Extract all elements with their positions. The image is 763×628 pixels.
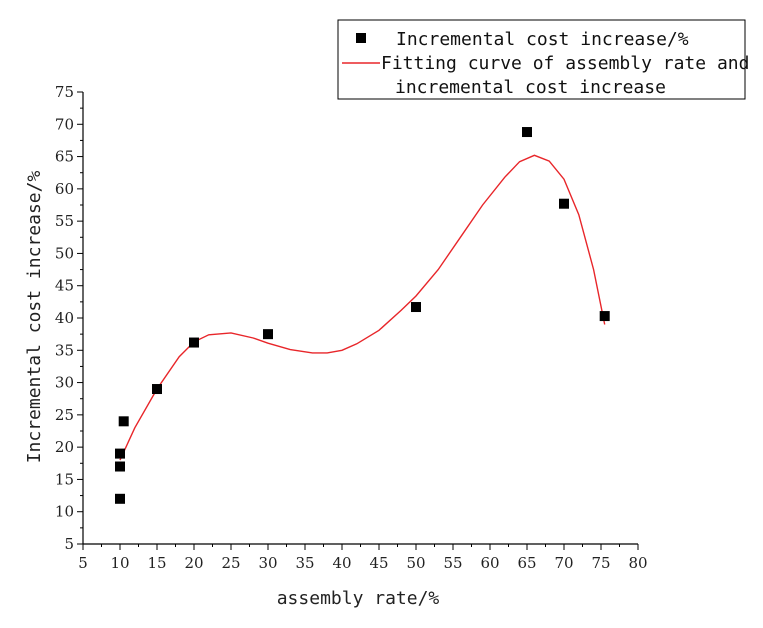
data-point-5	[189, 337, 199, 348]
data-point-4	[152, 384, 162, 395]
fitting-curve-line	[119, 154, 606, 461]
y-tick-label-5: 5	[64, 535, 74, 553]
x-tick-label-80: 80	[628, 554, 647, 572]
y-tick-label-45: 45	[55, 277, 74, 295]
y-tick-label-15: 15	[55, 470, 74, 488]
x-tick-label-55: 55	[443, 554, 462, 572]
x-tick-label-20: 20	[184, 554, 203, 572]
x-tick-label-50: 50	[406, 554, 425, 572]
y-tick-label-25: 25	[55, 406, 74, 424]
data-point-7	[411, 302, 421, 313]
x-tick-label-70: 70	[554, 554, 573, 572]
y-tick-label-10: 10	[55, 503, 74, 521]
x-tick-label-10: 10	[110, 554, 129, 572]
y-tick-label-35: 35	[55, 341, 74, 359]
data-point-3	[118, 416, 129, 427]
y-tick-label-30: 30	[55, 374, 74, 392]
y-tick-label-60: 60	[55, 180, 74, 198]
y-tick-label-75: 75	[55, 83, 74, 101]
x-tick-label-35: 35	[295, 554, 314, 572]
data-point-1	[115, 461, 125, 472]
x-tick-label-60: 60	[480, 554, 499, 572]
data-point-2	[115, 448, 125, 459]
x-tick-label-40: 40	[332, 554, 351, 572]
legend-marker-scatter	[356, 33, 366, 43]
legend-label-scatter: Incremental cost increase/%	[396, 29, 689, 50]
y-axis-title: Incremental cost increase/%	[24, 171, 45, 464]
data-point-8	[522, 127, 532, 138]
x-tick-label-25: 25	[221, 554, 240, 572]
x-axis-title: assembly rate/%	[277, 588, 440, 609]
plot-area: 5 10 15 20 25 30 35 40 45 50 55 60 65 70 75 5 10 15 20 25 30…	[55, 83, 648, 572]
x-tick-label-30: 30	[258, 554, 277, 572]
data-point-9	[559, 198, 569, 209]
data-point-6	[263, 329, 273, 340]
y-tick-label-20: 20	[55, 438, 74, 456]
legend-label-line-2: incremental cost increase	[395, 77, 666, 98]
legend: Incremental cost increase/% Fitting curv…	[337, 19, 749, 100]
y-tick-label-50: 50	[55, 244, 74, 262]
y-tick-label-55: 55	[55, 212, 74, 230]
legend-label-line-1: Fitting curve of assembly rate and	[381, 53, 749, 74]
data-point-10	[599, 311, 610, 322]
legend-box	[337, 19, 746, 100]
y-tick-label-65: 65	[55, 148, 74, 166]
data-point-0	[115, 493, 125, 504]
x-tick-label-5: 5	[78, 554, 88, 572]
x-tick-label-75: 75	[591, 554, 610, 572]
y-tick-label-40: 40	[55, 309, 74, 327]
x-tick-label-65: 65	[517, 554, 536, 572]
y-tick-label-70: 70	[55, 115, 74, 133]
x-tick-label-45: 45	[369, 554, 388, 572]
x-tick-label-15: 15	[147, 554, 166, 572]
